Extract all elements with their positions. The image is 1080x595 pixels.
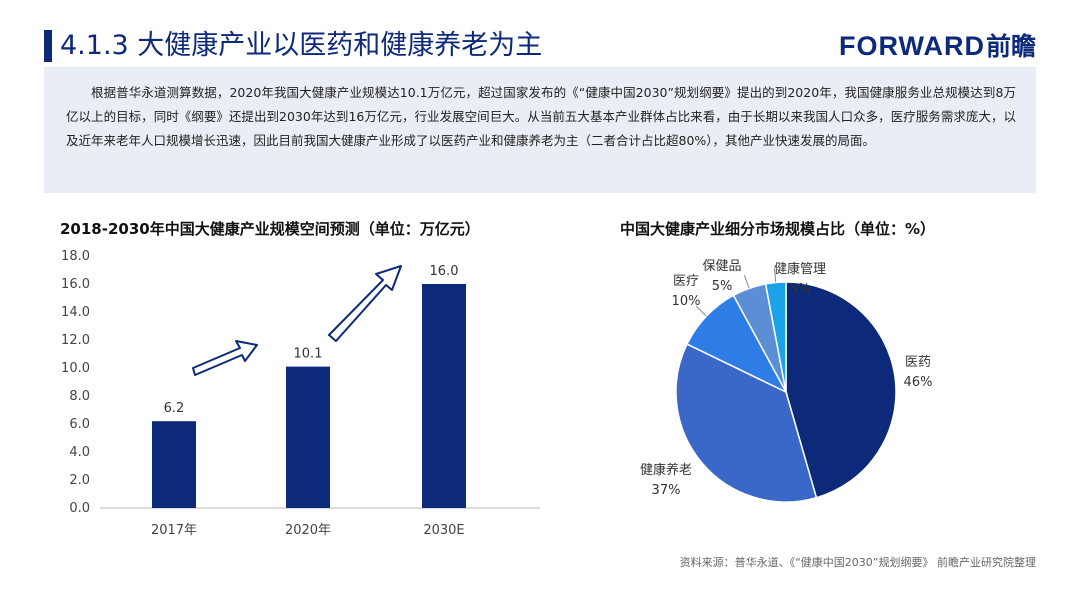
bar-value-label: 10.1 <box>294 347 323 362</box>
pie-slice <box>675 343 818 503</box>
x-tick-label: 2017年 <box>151 523 197 538</box>
pie-slice-value: 37% <box>652 483 681 498</box>
y-tick-label: 16.0 <box>61 277 90 292</box>
pie-leader-line <box>695 306 707 317</box>
pie-chart-title: 中国大健康产业细分市场规模占比（单位：%） <box>620 220 936 238</box>
y-tick-label: 4.0 <box>69 445 90 460</box>
y-tick-label: 12.0 <box>61 333 90 348</box>
y-tick-label: 8.0 <box>69 389 90 404</box>
brand-logo-en: FORWARD <box>838 31 985 61</box>
x-tick-label: 2020年 <box>285 523 331 538</box>
y-tick-label: 10.0 <box>61 361 90 376</box>
pie-leader-line <box>773 268 777 283</box>
pie-slice-label: 健康养老 <box>640 462 692 478</box>
pie-slice-label: 健康管理 <box>774 261 826 277</box>
pie-slice-label: 医疗 <box>673 274 699 289</box>
y-tick-label: 18.0 <box>61 249 90 264</box>
pie-slice-value: 5% <box>712 279 733 294</box>
y-tick-label: 0.0 <box>69 501 90 516</box>
source-note: 资料来源：普华永道、《“健康中国2030”规划纲要》 前瞻产业研究院整理 <box>679 556 1036 569</box>
pie-slice <box>785 281 897 499</box>
title-accent-bar <box>44 30 52 62</box>
pie-slice-value: 3% <box>790 282 811 297</box>
bar <box>152 421 196 508</box>
pie-slice-value: 10% <box>672 294 701 309</box>
intro-panel: 根据普华永道测算数据，2020年我国大健康产业规模达10.1万亿元，超过国家发布… <box>44 67 1036 193</box>
pie-slice-label: 医药 <box>905 355 931 370</box>
intro-paragraph: 根据普华永道测算数据，2020年我国大健康产业规模达10.1万亿元，超过国家发布… <box>66 85 1016 148</box>
pie-leader-line <box>743 275 750 289</box>
pie-slice-label: 保健品 <box>702 259 741 274</box>
page-title: 4.1.3 大健康产业以医药和健康养老为主 <box>60 30 543 61</box>
trend-arrow-icon <box>192 340 258 376</box>
x-tick-label: 2030E <box>423 523 464 538</box>
brand-logo: FORWARD前瞻 <box>839 30 1036 62</box>
bar <box>422 284 466 508</box>
bar-value-label: 16.0 <box>430 264 459 279</box>
trend-arrow-icon <box>328 265 402 342</box>
bar-chart-title: 2018-2030年中国大健康产业规模空间预测（单位：万亿元） <box>60 220 480 238</box>
bar <box>286 366 330 508</box>
brand-logo-cn: 前瞻 <box>985 32 1036 61</box>
pie-slice-value: 46% <box>904 375 933 390</box>
bar-value-label: 6.2 <box>164 401 185 416</box>
y-tick-label: 6.0 <box>69 417 90 432</box>
y-tick-label: 14.0 <box>61 305 90 320</box>
y-tick-label: 2.0 <box>69 473 90 488</box>
